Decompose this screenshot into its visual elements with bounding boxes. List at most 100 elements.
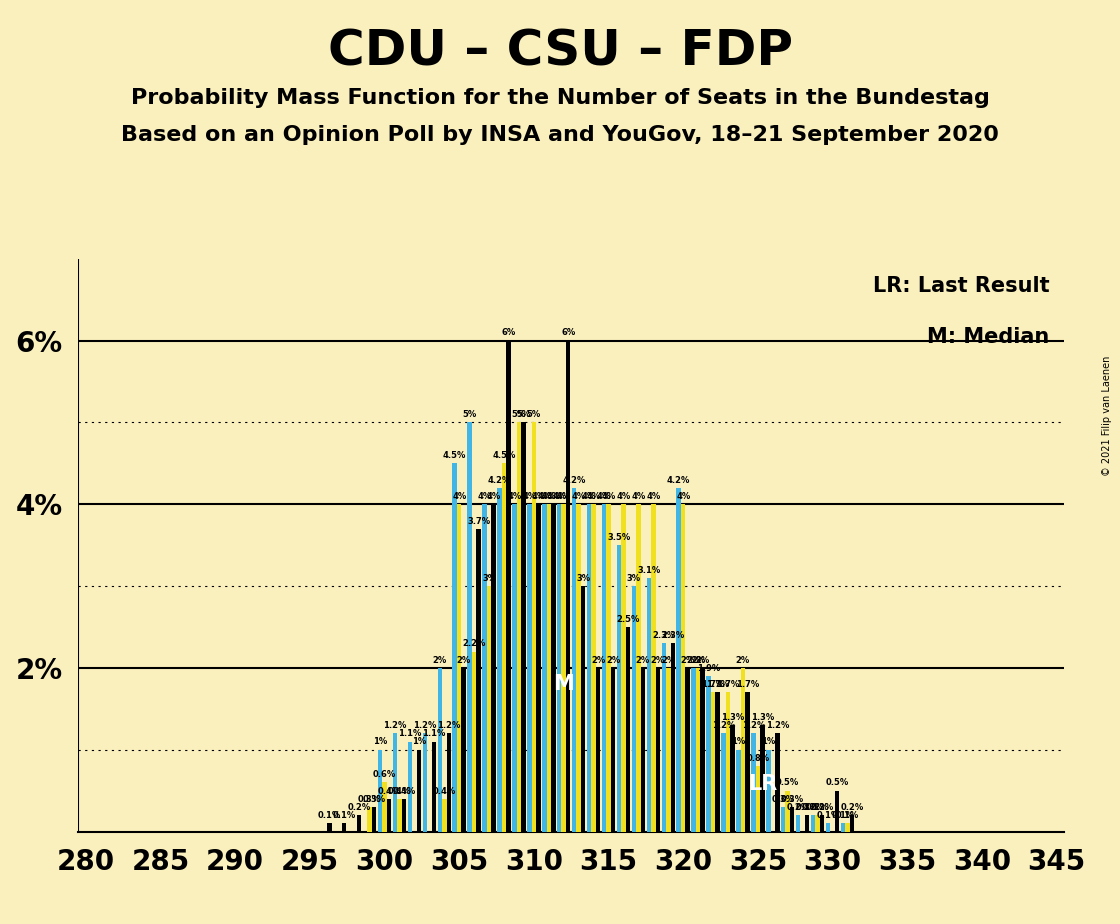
Text: 4.5%: 4.5%: [493, 451, 515, 460]
Bar: [591, 505, 596, 832]
Bar: [841, 823, 846, 832]
Text: 3.1%: 3.1%: [637, 565, 661, 575]
Bar: [811, 815, 815, 832]
Text: 2.5%: 2.5%: [616, 614, 640, 624]
Bar: [796, 815, 801, 832]
Text: CDU – CSU – FDP: CDU – CSU – FDP: [327, 28, 793, 76]
Text: 0.4%: 0.4%: [377, 786, 401, 796]
Text: 2%: 2%: [687, 656, 701, 664]
Text: 0.2%: 0.2%: [347, 803, 371, 812]
Text: 4%: 4%: [552, 492, 567, 501]
Text: Probability Mass Function for the Number of Seats in the Bundestag: Probability Mass Function for the Number…: [131, 88, 989, 108]
Bar: [497, 488, 502, 832]
Bar: [452, 463, 457, 832]
Bar: [671, 643, 675, 832]
Text: 2%: 2%: [591, 656, 605, 664]
Bar: [596, 668, 600, 832]
Text: 1.1%: 1.1%: [422, 729, 446, 738]
Text: 0.5%: 0.5%: [776, 778, 800, 787]
Text: 1.3%: 1.3%: [750, 713, 774, 722]
Bar: [756, 766, 760, 832]
Text: 0.4%: 0.4%: [392, 786, 416, 796]
Bar: [646, 578, 651, 832]
Bar: [386, 799, 391, 832]
Text: 1.9%: 1.9%: [697, 663, 720, 673]
Text: 4%: 4%: [601, 492, 616, 501]
Bar: [438, 668, 442, 832]
Bar: [850, 815, 855, 832]
Text: 1.2%: 1.2%: [741, 721, 765, 730]
Text: 4%: 4%: [676, 492, 690, 501]
Text: 4.2%: 4.2%: [562, 476, 586, 484]
Text: 1.2%: 1.2%: [712, 721, 735, 730]
Bar: [636, 505, 641, 832]
Text: 0.1%: 0.1%: [333, 811, 356, 821]
Text: 2%: 2%: [651, 656, 665, 664]
Bar: [740, 668, 745, 832]
Text: 1.2%: 1.2%: [413, 721, 437, 730]
Bar: [577, 505, 581, 832]
Text: 0.2%: 0.2%: [795, 803, 819, 812]
Bar: [790, 807, 794, 832]
Bar: [382, 783, 386, 832]
Text: 4%: 4%: [557, 492, 571, 501]
Text: 3%: 3%: [482, 574, 496, 583]
Text: 1.2%: 1.2%: [437, 721, 460, 730]
Text: 1.3%: 1.3%: [721, 713, 744, 722]
Text: 1%: 1%: [762, 737, 775, 747]
Bar: [476, 529, 480, 832]
Bar: [760, 725, 765, 832]
Bar: [716, 692, 720, 832]
Text: LR: Last Result: LR: Last Result: [872, 276, 1049, 296]
Text: 4%: 4%: [571, 492, 586, 501]
Bar: [606, 505, 610, 832]
Bar: [626, 627, 631, 832]
Text: 2%: 2%: [661, 656, 675, 664]
Text: 4%: 4%: [616, 492, 631, 501]
Text: 1.1%: 1.1%: [399, 729, 421, 738]
Bar: [707, 676, 711, 832]
Bar: [377, 749, 382, 832]
Bar: [666, 668, 671, 832]
Bar: [512, 505, 516, 832]
Text: 4%: 4%: [542, 492, 556, 501]
Text: 1.2%: 1.2%: [766, 721, 788, 730]
Text: 6%: 6%: [502, 328, 515, 337]
Bar: [587, 505, 591, 832]
Text: 4%: 4%: [452, 492, 466, 501]
Text: 0.6%: 0.6%: [373, 771, 396, 779]
Bar: [752, 734, 756, 832]
Text: 0.2%: 0.2%: [806, 803, 829, 812]
Text: 5%: 5%: [463, 410, 477, 419]
Text: 4%: 4%: [522, 492, 536, 501]
Bar: [730, 725, 735, 832]
Bar: [542, 505, 547, 832]
Text: 0.1%: 0.1%: [836, 811, 859, 821]
Bar: [532, 422, 536, 832]
Bar: [846, 823, 850, 832]
Bar: [447, 734, 451, 832]
Bar: [442, 799, 447, 832]
Text: 2%: 2%: [691, 656, 706, 664]
Bar: [566, 341, 570, 832]
Bar: [662, 643, 666, 832]
Bar: [711, 692, 716, 832]
Bar: [736, 749, 740, 832]
Bar: [622, 505, 626, 832]
Bar: [506, 341, 511, 832]
Bar: [676, 488, 681, 832]
Text: 1%: 1%: [373, 737, 388, 747]
Bar: [681, 505, 685, 832]
Bar: [467, 422, 472, 832]
Bar: [825, 823, 830, 832]
Text: 2%: 2%: [681, 656, 694, 664]
Text: 1.2%: 1.2%: [383, 721, 407, 730]
Text: 4.2%: 4.2%: [488, 476, 511, 484]
Text: 1%: 1%: [731, 737, 746, 747]
Bar: [521, 422, 525, 832]
Text: 0.3%: 0.3%: [358, 795, 381, 804]
Bar: [685, 668, 690, 832]
Bar: [408, 742, 412, 832]
Text: 1.7%: 1.7%: [717, 680, 739, 689]
Text: 4%: 4%: [507, 492, 522, 501]
